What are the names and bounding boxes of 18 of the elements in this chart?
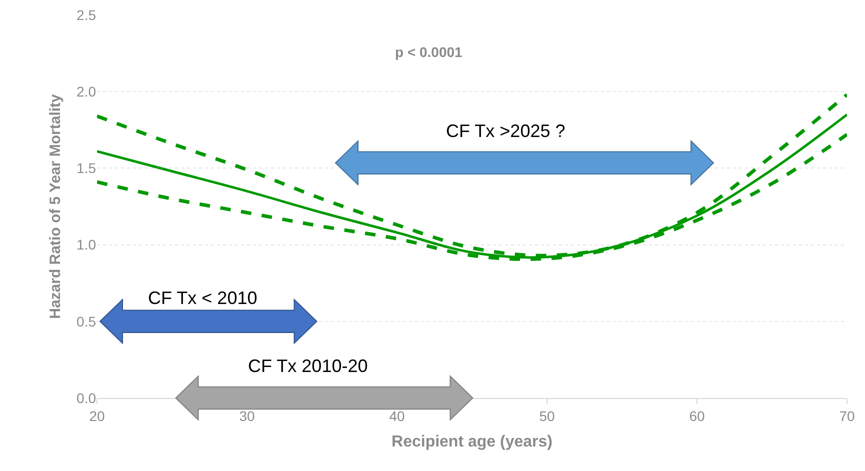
y-axis-title: Hazard Ratio of 5 Year Mortality bbox=[46, 93, 64, 319]
y-tick-label: 1.5 bbox=[76, 160, 96, 176]
x-tick-label: 40 bbox=[389, 408, 405, 424]
annotation: CF Tx 2010-20 bbox=[248, 356, 368, 376]
y-tick-label: 2.5 bbox=[76, 6, 96, 23]
y-tick-label: 0.5 bbox=[76, 313, 96, 330]
x-tick-label: 30 bbox=[239, 408, 255, 424]
x-tick-label: 20 bbox=[89, 408, 105, 424]
y-tick-label: 2.0 bbox=[76, 84, 96, 100]
x-tick-label: 50 bbox=[539, 408, 555, 424]
annotation: CF Tx < 2010 bbox=[148, 288, 258, 308]
y-tick-label: 1.0 bbox=[76, 236, 96, 253]
y-tick-label: 0.0 bbox=[76, 390, 96, 406]
annotation: CF Tx >2025 ? bbox=[446, 121, 566, 141]
x-tick-label: 60 bbox=[689, 408, 705, 424]
x-axis-title: Recipient age (years) bbox=[392, 434, 552, 450]
x-tick-label: 70 bbox=[839, 408, 855, 424]
annotation: p < 0.0001 bbox=[395, 44, 463, 60]
